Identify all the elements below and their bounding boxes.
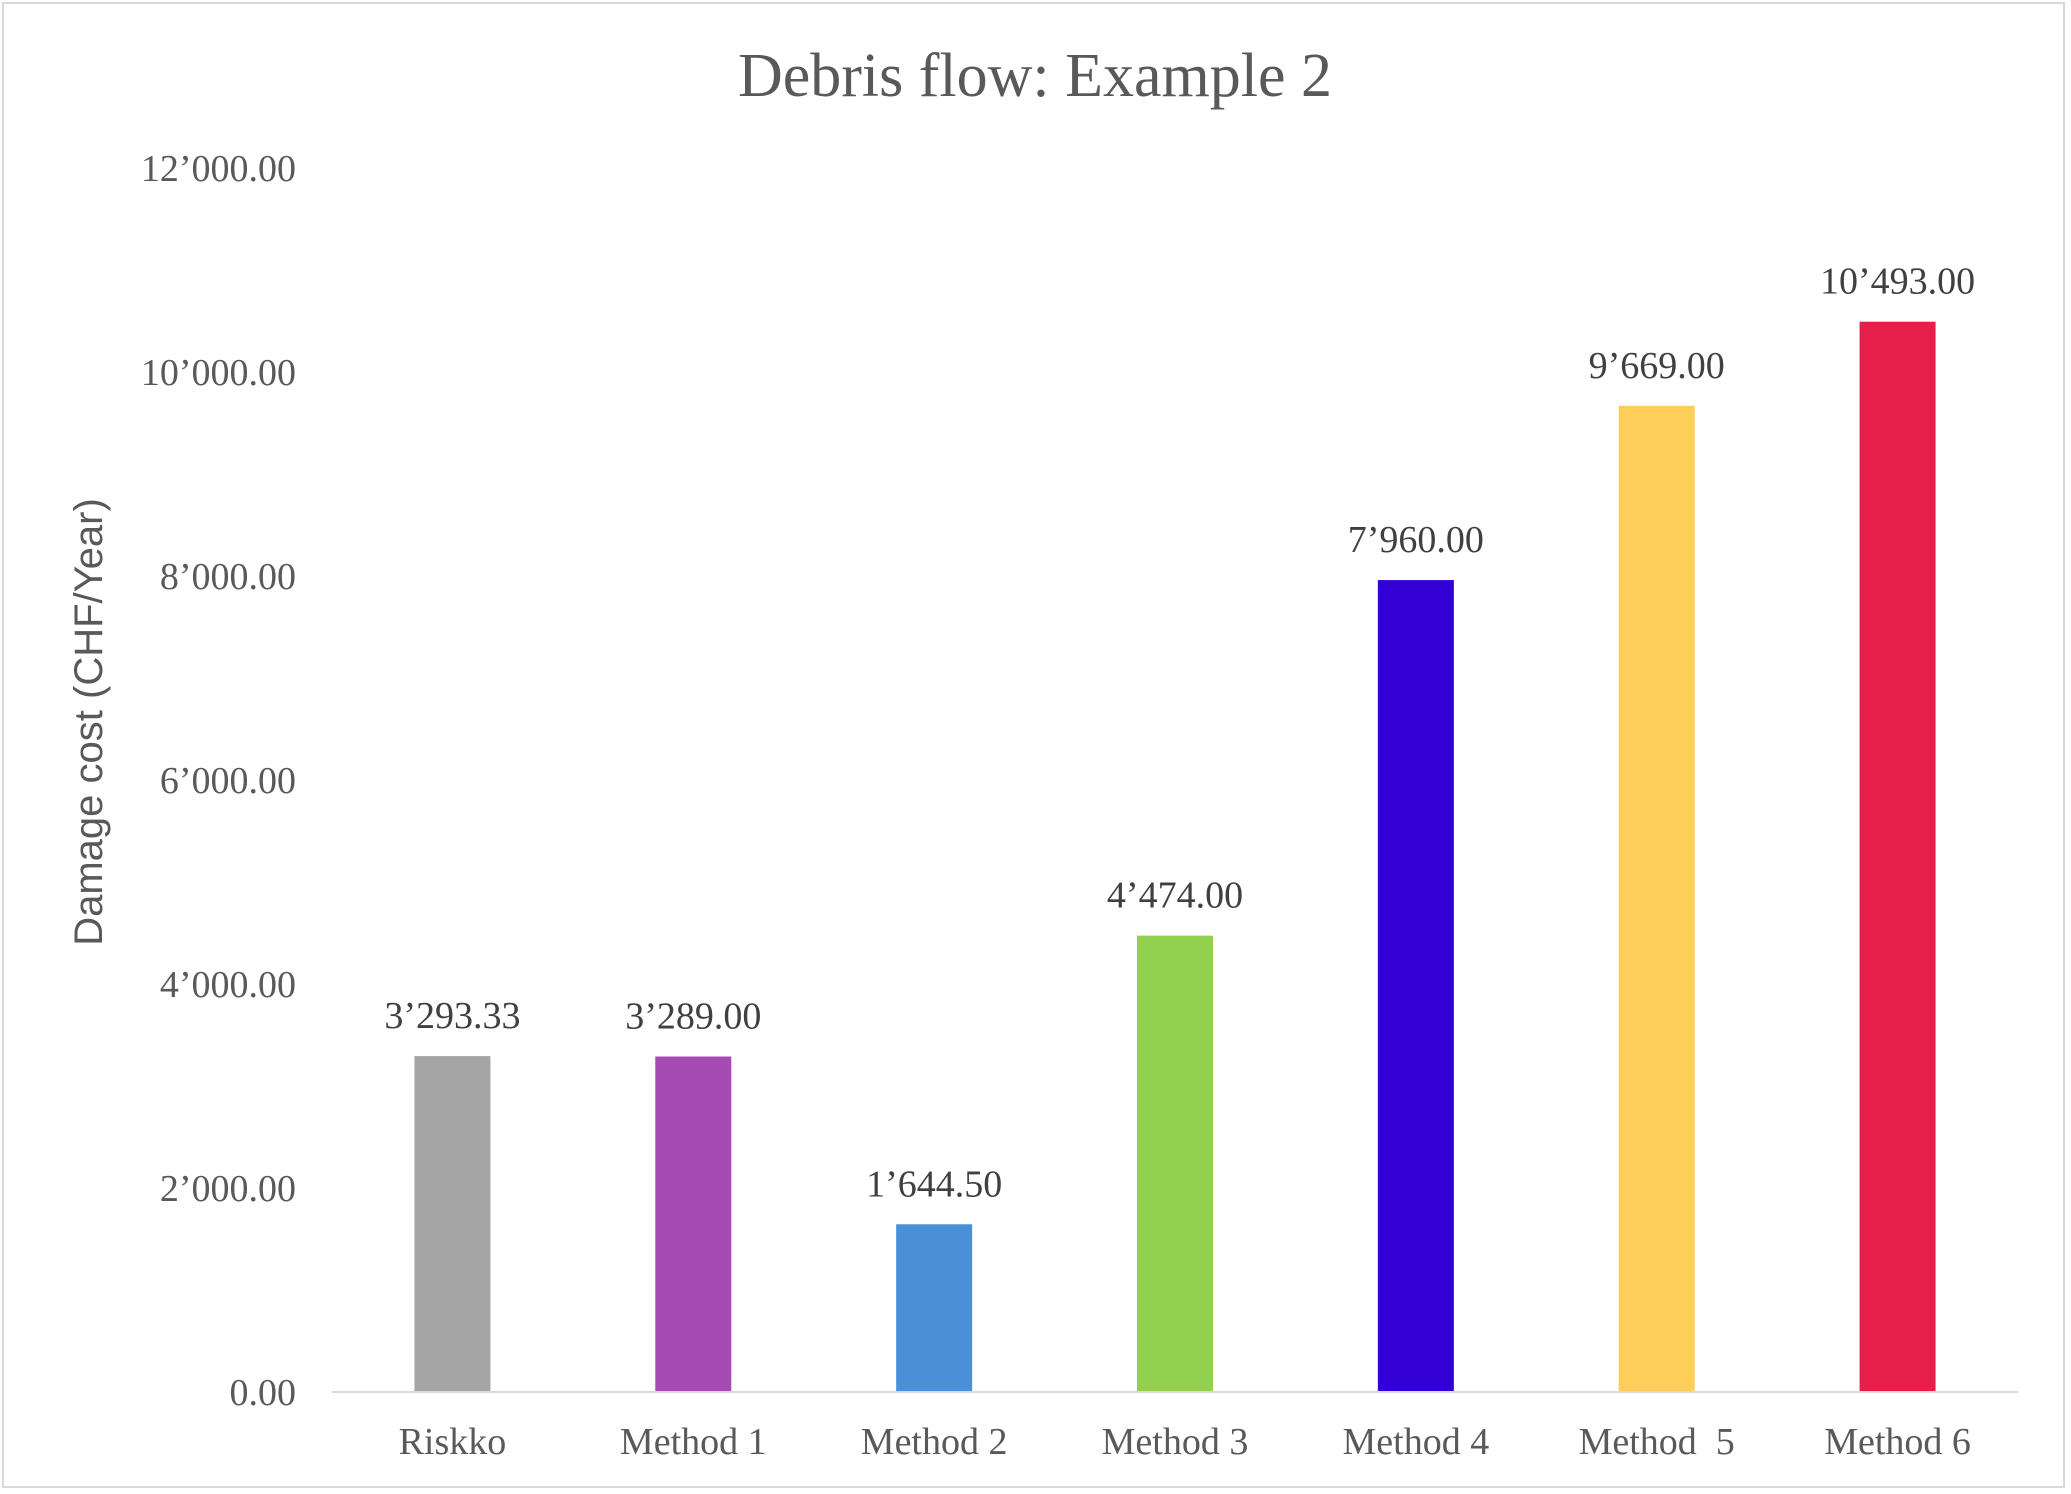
chart-title: Debris flow: Example 2 <box>738 42 1332 110</box>
bar <box>1859 321 1936 1392</box>
y-tick-label: 4’000.00 <box>160 964 296 1006</box>
y-tick-label: 10’000.00 <box>141 352 296 394</box>
x-tick-label: Method 4 <box>1342 1421 1489 1463</box>
x-tick-label: Riskko <box>399 1421 507 1463</box>
bar <box>1377 580 1454 1392</box>
bar <box>896 1224 973 1392</box>
x-tick-label: Method 1 <box>620 1421 767 1463</box>
y-tick-label: 8’000.00 <box>160 556 296 598</box>
data-label: 1’644.50 <box>866 1163 1002 1205</box>
data-labels-group: 3’293.33 3’289.00 1’644.50 4’474.00 7’960.00… <box>384 261 1975 1206</box>
bar <box>1618 405 1695 1393</box>
data-label: 10’493.00 <box>1820 261 1975 303</box>
x-axis-ticks: Riskko Method 1 Method 2 Method 3 Method 4 Me… <box>399 1421 1971 1463</box>
y-tick-label: 0.00 <box>230 1372 297 1414</box>
y-axis-ticks: 0.00 2’000.00 4’000.00 6’000.00 8’000.00 10’0… <box>141 148 296 1414</box>
x-tick-label: Method 2 <box>861 1421 1008 1463</box>
x-tick-label: Method 3 <box>1102 1421 1249 1463</box>
data-label: 3’289.00 <box>625 996 761 1038</box>
bar <box>655 1056 732 1392</box>
bar <box>414 1056 491 1392</box>
y-axis-title: Damage cost (CHF/Year) <box>67 498 111 946</box>
x-tick-label: Method 6 <box>1824 1421 1971 1463</box>
y-tick-label: 2’000.00 <box>160 1168 296 1210</box>
data-label: 4’474.00 <box>1107 875 1243 917</box>
data-label: 7’960.00 <box>1348 519 1484 561</box>
data-label: 9’669.00 <box>1589 345 1725 387</box>
x-tick-label: Method 5 <box>1579 1421 1735 1463</box>
y-tick-label: 6’000.00 <box>160 760 296 802</box>
bar <box>1137 935 1213 1392</box>
y-tick-label: 12’000.00 <box>141 148 296 190</box>
data-label: 3’293.33 <box>384 995 520 1037</box>
bars-group <box>414 321 1936 1393</box>
